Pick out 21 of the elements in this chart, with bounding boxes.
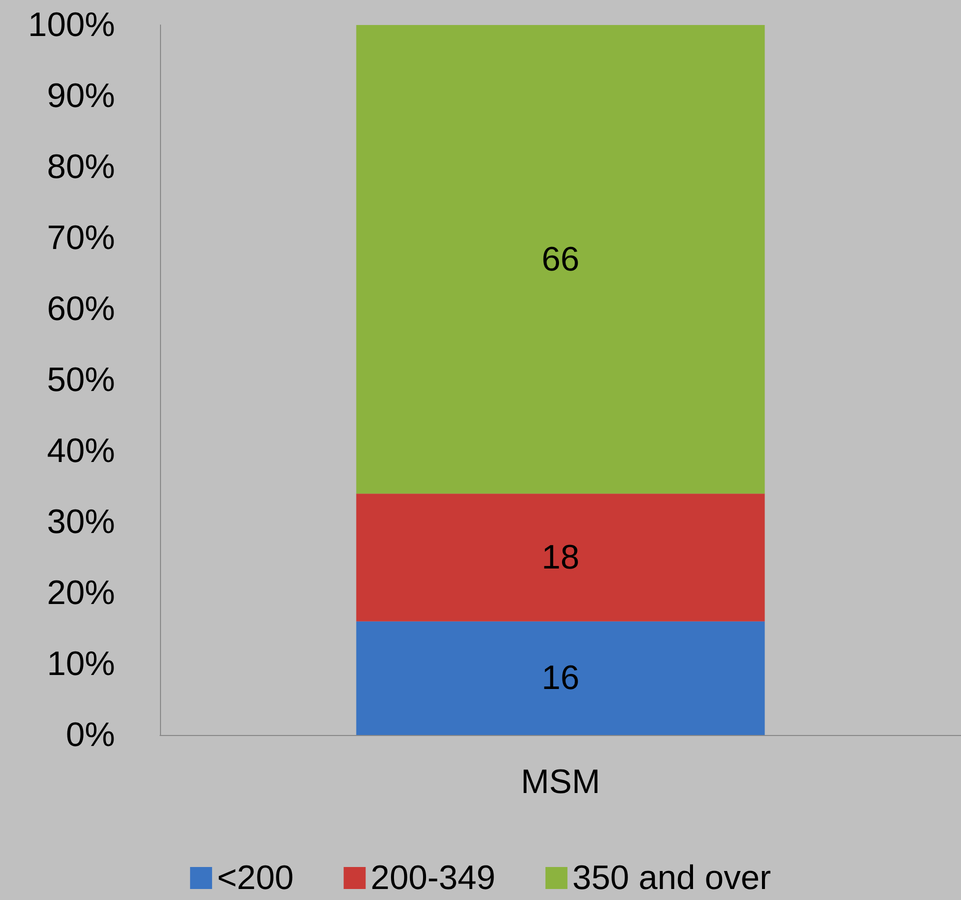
bar	[356, 494, 765, 622]
y-tick-label: 80%	[46, 148, 115, 186]
data-label: 18	[542, 538, 580, 576]
y-tick-label: 0%	[66, 716, 115, 754]
data-label: 66	[542, 240, 580, 278]
y-tick-label: 40%	[46, 432, 115, 470]
y-tick-label: 100%	[28, 6, 115, 44]
bar	[356, 25, 765, 494]
y-tick-label: 60%	[46, 290, 115, 328]
legend-label: <200	[217, 859, 294, 897]
legend-label: 200-349	[370, 859, 496, 897]
y-tick-label: 50%	[46, 361, 115, 399]
y-tick-label: 70%	[46, 219, 115, 257]
y-tick-label: 20%	[46, 574, 115, 612]
data-label: 16	[542, 659, 580, 698]
legend-label: 350 and over	[572, 859, 771, 897]
x-tick-label: MSM	[520, 763, 600, 801]
y-tick-label: 90%	[46, 77, 115, 115]
y-tick-label: 30%	[46, 503, 115, 541]
bar	[356, 621, 765, 735]
y-tick-label: 10%	[46, 645, 115, 683]
